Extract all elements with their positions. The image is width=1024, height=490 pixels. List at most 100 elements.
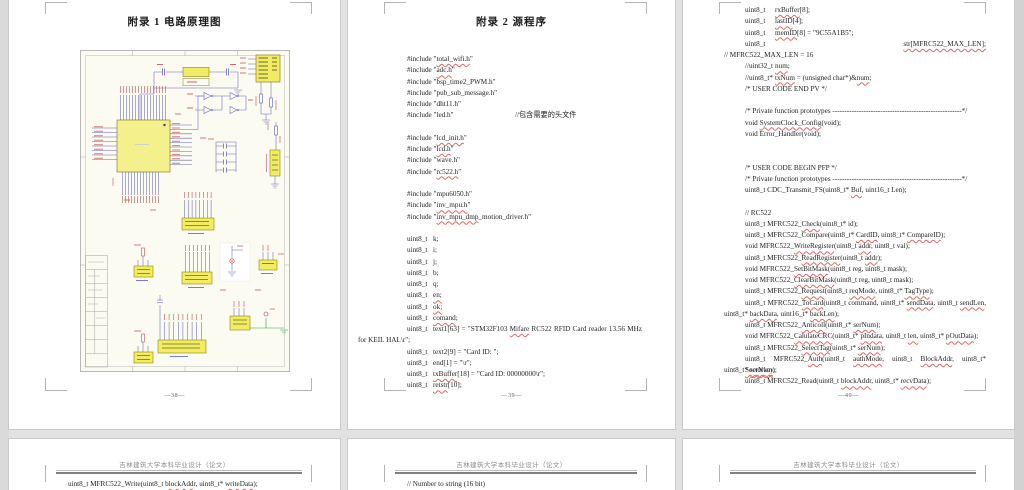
code-line: uint8_t end[1] = "\r"; [407,358,472,367]
corner-mark [719,378,741,391]
corner-mark [384,465,406,482]
corner-mark [290,378,312,391]
code-line: uint8_t* serNum); [724,366,777,374]
page-41[interactable]: 吉林建筑大学本科毕业设计（论文） uint8_t MFRC522_Write(u… [9,439,340,490]
code-line: // Number to string (16 bit) [407,480,486,488]
code-line: void MFRC522_CalulateCRC(uint8_t* pIndat… [745,332,979,341]
corner-mark [719,465,741,482]
code-line: #include "inv_mpu_dmp_motion_driver.h" [407,212,532,221]
page-38[interactable]: 附录 1 电路原理图 [9,0,340,429]
code-line: #include "mpu6050.h" [407,190,472,198]
code-line: //uint32_t num; [745,62,790,71]
running-header: 吉林建筑大学本科毕业设计（论文） [456,462,567,469]
code-line [358,122,642,133]
code-line: /* Private function prototypes ---------… [745,174,968,183]
code-line: uint8_t rxBuffer[8]; [745,6,811,14]
header-rule [395,470,637,474]
page-number: —38— [164,392,185,399]
page-39[interactable]: 附录 2 源程序 #include "total_wifi.h" #include… [348,0,675,429]
code-line: uint8_t CDC_Transmit_FS(uint8_t* Buf, ui… [745,186,907,194]
code-line: uint8_t MFRC522_ToCard(uint8_t command, … [745,298,987,307]
corner-mark [384,378,406,391]
code-line: uint8_t MFRC522_Auth(uint8_t authMode, u… [745,354,986,374]
code-line [724,196,986,207]
code-line: uint8_t MFRC522_SelectTag(uint8_t* serNu… [745,343,886,352]
running-header: 吉林建筑大学本科毕业设计（论文） [793,462,904,469]
header-rule [56,470,302,474]
corner-mark [290,465,312,482]
code-line: uint8_t b; [407,268,439,277]
corner-mark [45,2,67,14]
corner-mark [45,378,67,391]
code-line: uint8_t q; [407,280,439,288]
code-line: #include "led.h"//包含需要的头文件 [407,111,577,120]
code-line: /* Private function prototypes ---------… [745,107,968,116]
code-block: uint8_t MFRC522_Write(uint8_t blockAddr,… [19,479,309,490]
code-line: void SystemClock_Config(void); [745,118,842,127]
code-line: #include "dht11.h" [407,100,461,108]
code-line: uint8_t retstr[10]; [407,381,462,390]
code-line: #include "bsp_time2_PWM.h" [407,77,496,86]
code-line: void MFRC522_ClearBitMask(uint8_t reg, u… [745,276,914,284]
code-line: /* USER CODE BEGIN PFP */ [745,163,837,172]
appendix2-title: 附录 2 源程序 [476,17,547,28]
code-line: #include "adc.h" [407,66,455,75]
circuit-schematic [80,50,290,372]
code-line: //uint8_t* txNum = (unsigned char*)&num; [745,73,872,82]
code-line: uint8_t MFRC522_Write(uint8_t blockAddr,… [68,480,258,488]
code-line: uint8_t MFRC522_Read(uint8_t blockAddr, … [745,377,931,386]
code-line: #include "lcd_init.h" [407,133,467,142]
corner-mark [964,2,986,14]
code-line: uint8_t MFRC522_Anticoll(uint8_t* serNum… [745,321,881,329]
code-line: // RC522 [745,208,772,217]
code-line: uint8_t j; [407,257,437,266]
code-block: #include "total_wifi.h" #include "adc.h" #… [358,54,642,392]
code-block: uint8_t rxBuffer[8]; uint8_t lastID[4]; uint… [724,5,986,388]
page-43[interactable]: 吉林建筑大学本科毕业设计（论文） [683,439,1014,490]
code-line: uint8_t txBuffer[18] = "Card ID: 00000000… [407,370,546,378]
code-line [358,178,642,189]
code-line [724,140,986,151]
code-line: uint8_t en; [407,291,442,300]
code-line [724,151,986,162]
code-line: uint8_t k; [407,235,439,243]
code-line: uint8_t MFRC522_Check(uint8_t* id); [745,219,859,228]
corner-mark [45,465,67,482]
page-number: —39— [501,392,522,399]
code-line: uint8_t str[MFRC522_MAX_LEN]; [745,39,986,48]
code-line: uint8_t i; [407,246,437,255]
corner-mark [290,2,312,14]
code-line: uint8_t* backData, uint16_t* backLen); [724,309,839,318]
code-line: uint8_t MFRC522_Request(uint8_t reqMode,… [745,287,934,296]
code-line: #include "lcd.h" [407,145,454,153]
code-line [358,223,642,234]
corner-mark [719,2,741,14]
code-line: #include "pub_sub_message.h" [407,88,498,97]
code-line: #include "total_wifi.h" [407,55,473,63]
code-block: // Number to string (16 bit) [358,479,648,490]
appendix1-title: 附录 1 电路原理图 [127,17,222,28]
code-line: // MFRC522_MAX_LEN = 16 [724,51,814,59]
code-line [724,95,986,106]
code-line: uint8_t text2[9] = "Card ID: "; [407,347,499,356]
code-line: /* USER CODE END PV */ [745,84,827,93]
code-line: void MFRC522_SetBitMask(uint8_t reg, uin… [745,264,907,273]
code-line: uint8_t memID[8] = "9C55A1B5"; [745,28,854,37]
corner-mark [384,2,406,14]
page-42[interactable]: 吉林建筑大学本科毕业设计（论文） // Number to string (16… [348,439,675,490]
code-line: void Error_Handler(void); [745,129,822,138]
code-line: uint8_t text1[63] = "STM32F103 Mifare RC5… [407,325,642,333]
running-header: 吉林建筑大学本科毕业设计（论文） [119,462,230,469]
corner-mark [964,465,986,482]
canvas-left-margin [0,0,9,490]
page-40[interactable]: uint8_t rxBuffer[8]; uint8_t lastID[4]; uint… [683,0,1014,429]
corner-mark [625,2,647,14]
code-line: #include "inv_mpu.h" [407,201,471,210]
header-rule [730,470,976,474]
code-line: uint8_t MFRC522_ReadRegister(uint8_t add… [745,253,882,262]
code-line: #include "rc522.h" [407,167,462,176]
page-number: —40— [838,392,859,399]
code-line: void MFRC522_WriteRegister(uint8_t addr,… [745,242,910,251]
code-line: uint8_t comand; [407,313,458,322]
